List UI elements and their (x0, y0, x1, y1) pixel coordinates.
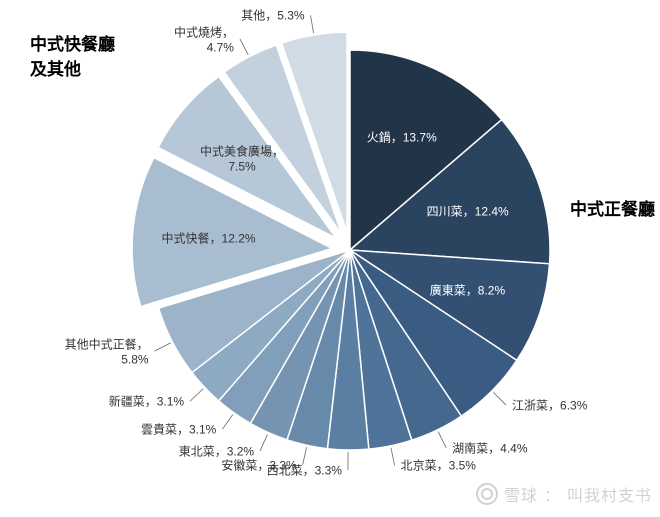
group-label-fast: 中式快餐廳及其他 (30, 30, 115, 80)
slice-label-四川菜: 四川菜，12.4% (427, 202, 509, 219)
slice-label-東北菜: 東北菜，3.2% (179, 442, 254, 459)
slice-label-雲貴菜: 雲貴菜，3.1% (141, 421, 216, 438)
slice-label-湖南菜: 湖南菜，4.4% (452, 439, 527, 456)
slice-label-其他: 其他，5.3% (241, 7, 304, 24)
group-label-formal: 中式正餐廳 (570, 195, 655, 220)
slice-label-中式燒烤: 中式燒烤，4.7% (174, 23, 234, 54)
snowball-icon (476, 483, 498, 505)
slice-label-中式快餐: 中式快餐，12.2% (162, 229, 256, 246)
slice-label-火鍋: 火鍋，13.7% (367, 129, 437, 146)
watermark-author: 叫我村支书 (567, 482, 652, 506)
slice-label-江浙菜: 江浙菜，6.3% (512, 397, 587, 414)
slice-label-新疆菜: 新疆菜，3.1% (109, 393, 184, 410)
slice-label-廣東菜: 廣東菜，8.2% (430, 281, 505, 298)
slice-label-中式美食廣場: 中式美食廣場，7.5% (200, 142, 284, 173)
watermark: 雪球 ： 叫我村支书 (476, 482, 652, 506)
pie-chart: 中式正餐廳 中式快餐廳及其他 火鍋，13.7% 四川菜，12.4% 廣東菜，8.2%… (0, 0, 660, 512)
slice-label-北京菜: 北京菜，3.5% (401, 457, 476, 474)
watermark-brand: 雪球 (504, 482, 538, 506)
slice-label-其他中式正餐: 其他中式正餐，5.8% (65, 336, 149, 367)
